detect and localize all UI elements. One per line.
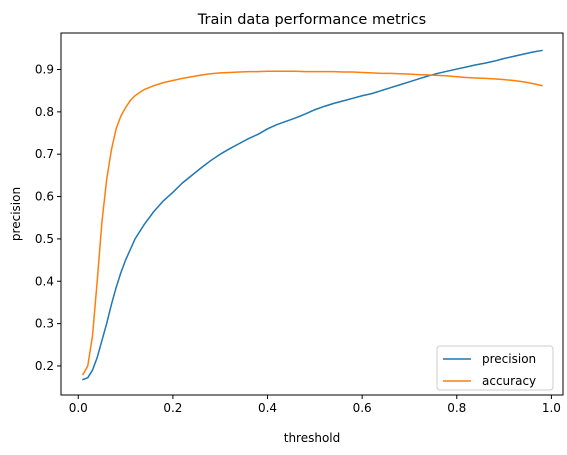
y-tick-label: 0.8 [35,105,54,119]
legend-label-precision: precision [482,352,536,366]
x-tick-label: 0.2 [163,401,182,415]
plot-frame [60,32,564,396]
x-tick-label: 1.0 [542,401,561,415]
y-tick-label: 0.4 [35,274,54,288]
y-tick-label: 0.2 [35,359,54,373]
x-tick-label: 0.6 [353,401,372,415]
x-tick-label: 0.4 [258,401,277,415]
y-tick-label: 0.7 [35,147,54,161]
series-line-precision [82,49,543,381]
legend-label-accuracy: accuracy [482,374,536,388]
x-axis-label: threshold [284,431,341,445]
legend: precision accuracy [436,345,554,391]
chart-title: Train data performance metrics [197,12,426,28]
y-tick-label: 0.6 [35,190,54,204]
y-axis-label: precision [9,187,23,241]
y-tick-label: 0.5 [35,232,54,246]
y-tick-label: 0.3 [35,317,54,331]
series-lines [81,49,543,381]
y-axis-ticks: 0.2 0.3 0.4 0.5 0.6 0.7 0.8 0.9 [35,63,61,373]
y-tick-label: 0.9 [35,63,54,77]
legend-box [436,345,554,391]
x-tick-label: 0.8 [447,401,466,415]
x-axis-ticks: 0.0 0.2 0.4 0.6 0.8 1.0 [69,395,561,415]
x-tick-label: 0.0 [69,401,88,415]
series-line-accuracy [81,70,543,376]
